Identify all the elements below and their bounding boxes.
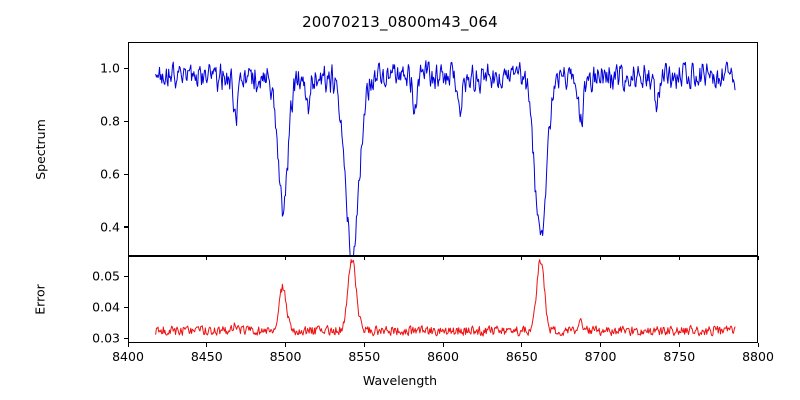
error-y-tick-mark bbox=[124, 275, 128, 277]
x-axis-tick-mark bbox=[521, 343, 523, 347]
spectrum-y-tick-mark bbox=[124, 120, 128, 122]
x-axis-tick-mark bbox=[127, 343, 129, 347]
x-axis-tick-label: 8800 bbox=[742, 349, 774, 364]
x-axis-tick-mark bbox=[442, 256, 444, 260]
x-axis-tick-label: 8550 bbox=[348, 349, 381, 364]
spectrum-panel bbox=[128, 42, 758, 256]
error-plot-area bbox=[129, 257, 757, 342]
spectrum-y-tick-label: 0.8 bbox=[100, 113, 120, 129]
spectrum-y-axis-label: Spectrum bbox=[32, 118, 48, 180]
error-panel bbox=[128, 256, 758, 343]
x-axis-tick-mark bbox=[285, 343, 287, 347]
x-axis-tick-mark bbox=[600, 256, 602, 260]
x-axis-tick-mark bbox=[127, 256, 129, 260]
x-axis-tick-mark bbox=[521, 256, 523, 260]
error-y-tick-label: 0.03 bbox=[92, 330, 120, 346]
figure-title: 20070213_0800m43_064 bbox=[302, 13, 498, 31]
spectrum-y-tick-mark bbox=[124, 67, 128, 69]
x-axis-tick-mark bbox=[600, 343, 602, 347]
spectrum-y-tick-label: 1.0 bbox=[100, 60, 120, 76]
error-y-tick-mark bbox=[124, 306, 128, 308]
error-y-tick-label: 0.04 bbox=[92, 299, 120, 315]
spectrum-y-tick-label: 0.6 bbox=[100, 166, 120, 182]
x-axis-tick-label: 8600 bbox=[427, 349, 459, 364]
spectrum-plot-area bbox=[129, 43, 757, 255]
x-axis-tick-mark bbox=[757, 343, 759, 347]
error-y-axis-label: Error bbox=[32, 284, 48, 315]
x-axis-label: Wavelength bbox=[362, 373, 438, 388]
x-axis-tick-label: 8400 bbox=[112, 349, 144, 364]
x-axis-tick-mark bbox=[363, 256, 365, 260]
x-axis-tick-mark bbox=[206, 343, 208, 347]
x-axis-tick-mark bbox=[757, 256, 759, 260]
spectrum-y-tick-mark bbox=[124, 173, 128, 175]
x-axis-tick-label: 8500 bbox=[269, 349, 302, 364]
x-axis-tick-mark bbox=[285, 256, 287, 260]
x-axis-tick-mark bbox=[442, 343, 444, 347]
spectrum-y-tick-mark bbox=[124, 226, 128, 228]
x-axis-tick-mark bbox=[363, 343, 365, 347]
x-axis-tick-label: 8750 bbox=[663, 349, 696, 364]
error-y-tick-mark bbox=[124, 337, 128, 339]
spectrum-y-tick-label: 0.4 bbox=[100, 219, 120, 235]
x-axis-tick-mark bbox=[206, 256, 208, 260]
error-y-tick-label: 0.05 bbox=[92, 268, 120, 284]
x-axis-tick-label: 8700 bbox=[584, 349, 617, 364]
x-axis-tick-label: 8450 bbox=[190, 349, 223, 364]
x-axis-tick-mark bbox=[678, 256, 680, 260]
x-axis-tick-label: 8650 bbox=[505, 349, 538, 364]
x-axis-tick-mark bbox=[678, 343, 680, 347]
